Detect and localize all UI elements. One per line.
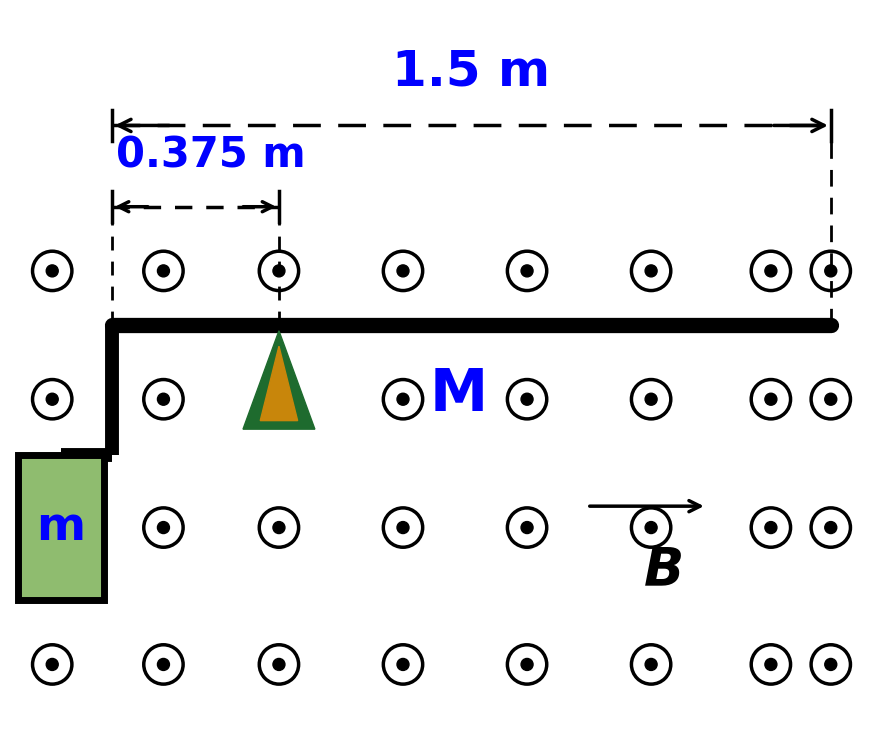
Circle shape xyxy=(397,265,409,277)
Text: 1.5 m: 1.5 m xyxy=(392,47,550,96)
Circle shape xyxy=(157,393,170,405)
Text: B: B xyxy=(644,545,684,596)
Circle shape xyxy=(46,265,58,277)
Circle shape xyxy=(645,521,657,534)
Circle shape xyxy=(273,265,285,277)
Text: M: M xyxy=(429,366,487,423)
Circle shape xyxy=(521,393,533,405)
Circle shape xyxy=(46,658,58,670)
Circle shape xyxy=(825,393,837,405)
Circle shape xyxy=(273,658,285,670)
Circle shape xyxy=(397,393,409,405)
Text: m: m xyxy=(36,505,86,550)
Circle shape xyxy=(765,265,777,277)
Circle shape xyxy=(765,521,777,534)
Circle shape xyxy=(825,265,837,277)
Bar xyxy=(18,455,103,600)
Circle shape xyxy=(157,521,170,534)
Circle shape xyxy=(157,265,170,277)
Circle shape xyxy=(765,658,777,670)
Circle shape xyxy=(397,658,409,670)
Circle shape xyxy=(825,658,837,670)
Circle shape xyxy=(273,521,285,534)
Circle shape xyxy=(397,521,409,534)
Polygon shape xyxy=(243,331,315,429)
Circle shape xyxy=(521,265,533,277)
Circle shape xyxy=(645,393,657,405)
Circle shape xyxy=(521,658,533,670)
Circle shape xyxy=(46,521,58,534)
Circle shape xyxy=(765,393,777,405)
Circle shape xyxy=(46,393,58,405)
Circle shape xyxy=(273,393,285,405)
Text: 0.375 m: 0.375 m xyxy=(117,135,306,177)
Circle shape xyxy=(645,658,657,670)
Circle shape xyxy=(825,521,837,534)
Circle shape xyxy=(521,521,533,534)
Polygon shape xyxy=(260,346,298,420)
Circle shape xyxy=(645,265,657,277)
Circle shape xyxy=(157,658,170,670)
